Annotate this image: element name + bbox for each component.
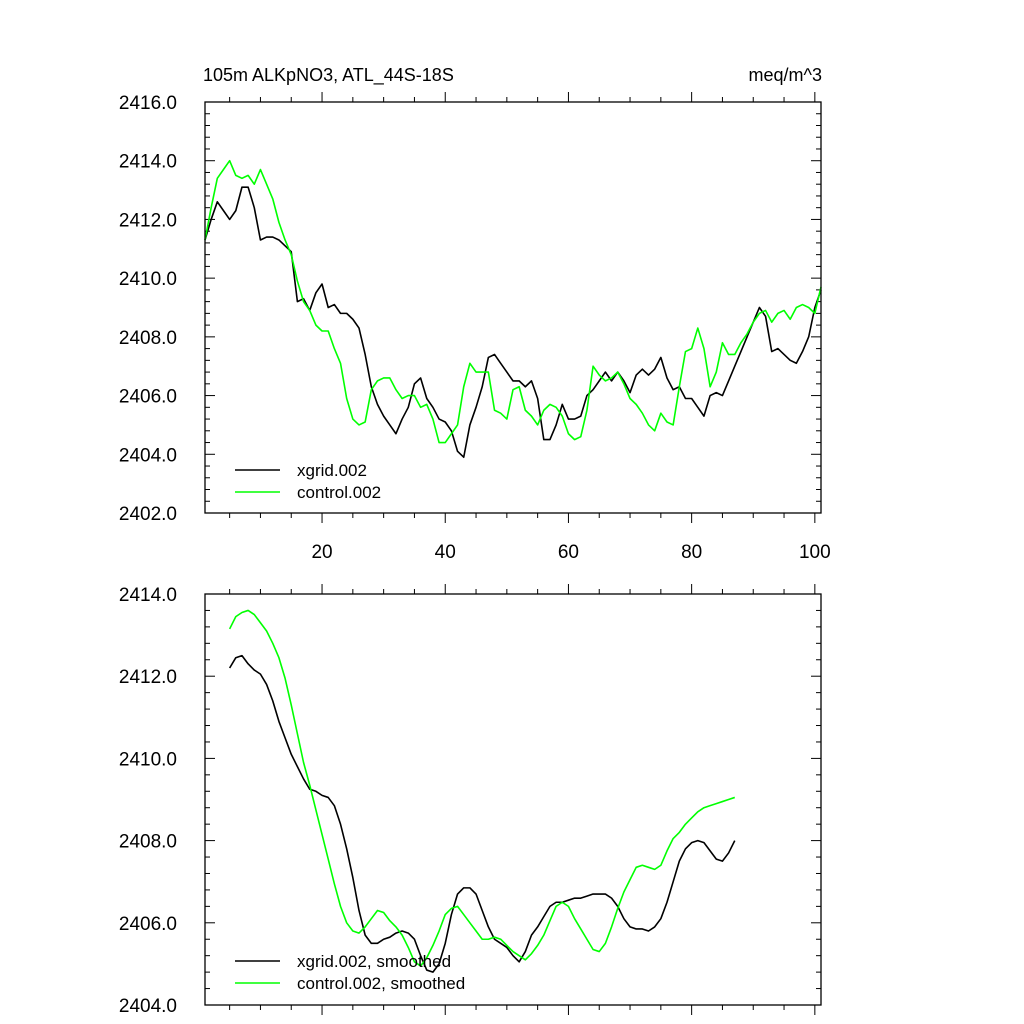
top-chart-title: 105m ALKpNO3, ATL_44S-18S bbox=[203, 65, 454, 86]
y-tick-label: 2412.0 bbox=[119, 210, 177, 231]
series-line-control-smoothed bbox=[228, 609, 736, 967]
bottom-plot-frame bbox=[204, 593, 822, 1006]
y-tick-label: 2414.0 bbox=[119, 585, 177, 606]
legend-label-control: control.002 bbox=[297, 483, 381, 502]
x-tick-label: 60 bbox=[558, 542, 579, 563]
x-tick-label: 20 bbox=[311, 542, 332, 563]
x-tick-label: 100 bbox=[799, 542, 831, 563]
y-tick-label: 2404.0 bbox=[119, 996, 177, 1017]
y-tick-label: 2410.0 bbox=[119, 269, 177, 290]
x-tick-label: 80 bbox=[681, 542, 702, 563]
y-tick-label: 2410.0 bbox=[119, 749, 177, 770]
x-tick-label: 40 bbox=[435, 542, 456, 563]
y-tick-label: 2414.0 bbox=[119, 152, 177, 173]
y-tick-label: 2416.0 bbox=[119, 93, 177, 114]
y-tick-label: 2402.0 bbox=[119, 504, 177, 525]
top-legend: xgrid.002 control.002 bbox=[235, 461, 381, 502]
y-tick-label: 2406.0 bbox=[119, 387, 177, 408]
series-line-xgrid bbox=[204, 186, 822, 459]
y-tick-label: 2408.0 bbox=[119, 832, 177, 853]
bottom-panel: 2404.0 2406.0 2408.0 2410.0 2412.0 2414.0 xgr… bbox=[119, 584, 822, 1017]
series-line-xgrid-smoothed bbox=[228, 654, 736, 973]
bottom-legend: xgrid.002, smoothed control.002, smoothe… bbox=[235, 952, 465, 993]
y-tick-label: 2412.0 bbox=[119, 667, 177, 688]
legend-label-control-smoothed: control.002, smoothed bbox=[297, 974, 465, 993]
top-plot-frame bbox=[204, 101, 822, 514]
series-line-control bbox=[204, 159, 822, 444]
y-tick-label: 2406.0 bbox=[119, 914, 177, 935]
y-tick-label: 2408.0 bbox=[119, 328, 177, 349]
y-tick-label: 2404.0 bbox=[119, 445, 177, 466]
legend-label-xgrid-smoothed: xgrid.002, smoothed bbox=[297, 952, 451, 971]
top-chart-units: meq/m^3 bbox=[749, 65, 822, 85]
top-panel: 105m ALKpNO3, ATL_44S-18S meq/m^3 2402.0… bbox=[119, 65, 831, 563]
legend-label-xgrid: xgrid.002 bbox=[297, 461, 367, 480]
